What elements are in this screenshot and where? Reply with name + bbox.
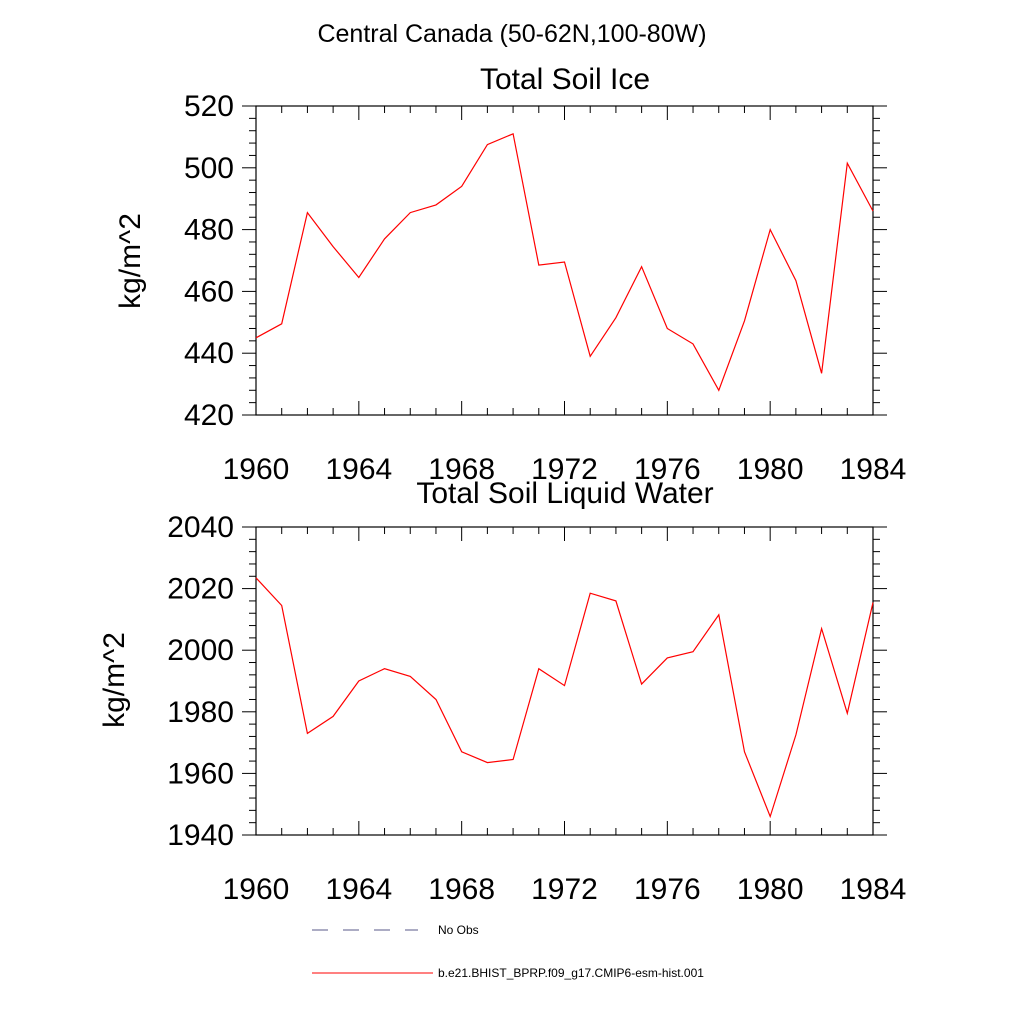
y-tick-label: 1940 — [167, 819, 234, 852]
legend: No Obs b.e21.BHIST_BPRP.f09_g17.CMIP6-es… — [312, 923, 704, 980]
x-tick-label: 1976 — [634, 873, 701, 906]
x-tick-label: 1984 — [840, 873, 907, 906]
plot-frame — [255, 105, 874, 416]
x-tick-label: 1972 — [531, 453, 598, 486]
y-axis-label: kg/m^2 — [114, 213, 147, 309]
x-tick-label: 1980 — [737, 453, 804, 486]
y-axis-label: kg/m^2 — [98, 632, 131, 728]
series-line — [255, 132, 874, 392]
panel-title: Total Soil Ice — [480, 63, 650, 96]
x-tick-label: 1972 — [531, 873, 598, 906]
figure-suptitle: Central Canada (50-62N,100-80W) — [317, 20, 706, 48]
legend-label-no-obs: No Obs — [438, 923, 479, 937]
x-tick-label: 1968 — [428, 873, 495, 906]
y-tick-label: 1960 — [167, 757, 234, 790]
y-tick-label: 520 — [184, 90, 234, 123]
x-tick-label: 1964 — [325, 873, 392, 906]
y-tick-label: 420 — [184, 399, 234, 432]
y-tick-label: 2020 — [167, 573, 234, 606]
y-tick-label: 440 — [184, 337, 234, 370]
x-tick-label: 1976 — [634, 453, 701, 486]
panel-soil-ice: Total Soil Ice kg/m^2 1960 1964 1968 1972 19… — [114, 63, 906, 486]
panel-soil-liquid-water: Total Soil Liquid Water kg/m^2 1960 1964 1… — [98, 477, 906, 906]
y-tick-label: 460 — [184, 275, 234, 308]
x-tick-label: 1960 — [223, 453, 290, 486]
panel-title: Total Soil Liquid Water — [416, 477, 713, 510]
x-tick-label: 1984 — [840, 453, 907, 486]
series-line — [255, 577, 874, 819]
y-tick-label: 500 — [184, 152, 234, 185]
x-tick-label: 1964 — [325, 453, 392, 486]
y-tick-label: 2000 — [167, 634, 234, 667]
x-tick-label: 1968 — [428, 453, 495, 486]
legend-label-model: b.e21.BHIST_BPRP.f09_g17.CMIP6-esm-hist.… — [438, 966, 704, 980]
plot-frame — [255, 526, 874, 836]
x-tick-label: 1980 — [737, 873, 804, 906]
y-tick-label: 480 — [184, 214, 234, 247]
x-tick-label: 1960 — [223, 873, 290, 906]
y-tick-label: 1980 — [167, 696, 234, 729]
y-tick-label: 2040 — [167, 511, 234, 544]
